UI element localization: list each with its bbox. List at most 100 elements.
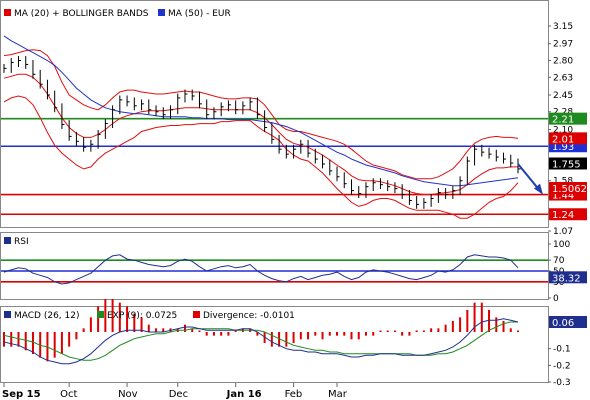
macd-legend: MACD (26, 12) EXP (9): 0.0725 Divergence… bbox=[4, 311, 295, 321]
legend-label-ma20: MA (20) + BOLLINGER BANDS bbox=[14, 9, 149, 19]
price-level-label: 1.44 bbox=[552, 191, 574, 202]
legend-label-divergence: Divergence: -0.0101 bbox=[203, 311, 295, 321]
macd-ytick-label: -0.1 bbox=[553, 345, 571, 355]
divergence-bar bbox=[234, 330, 237, 332]
price-ytick-label: 2.10 bbox=[553, 125, 573, 135]
x-tick-label: Jan 16 bbox=[226, 389, 262, 400]
divergence-bar bbox=[444, 324, 447, 332]
price-value-tag bbox=[549, 132, 587, 145]
divergence-bar bbox=[270, 332, 273, 347]
bollinger-lower-line bbox=[3, 95, 519, 219]
rsi-value-tag-label: 38.32 bbox=[552, 273, 581, 284]
divergence-bar bbox=[155, 328, 158, 332]
divergence-bar bbox=[140, 317, 143, 332]
price-level-label: 1.93 bbox=[552, 142, 574, 153]
price-ytick-label: 2.63 bbox=[553, 73, 573, 83]
divergence-bar bbox=[104, 299, 107, 332]
divergence-bar bbox=[162, 328, 165, 332]
price-value-tag bbox=[549, 157, 587, 170]
legend-swatch-divergence bbox=[193, 311, 200, 318]
legend-swatch-exp bbox=[97, 311, 104, 318]
rsi-value-tag bbox=[549, 271, 587, 284]
x-tick-label: Feb bbox=[285, 389, 303, 400]
macd-ytick-label: -0.3 bbox=[553, 378, 571, 388]
divergence-bar bbox=[509, 328, 512, 332]
legend-label-ma50: MA (50) - EUR bbox=[168, 9, 231, 19]
divergence-bar bbox=[307, 332, 310, 340]
divergence-bar bbox=[278, 332, 281, 347]
divergence-bar bbox=[82, 328, 85, 332]
divergence-bar bbox=[17, 332, 20, 347]
divergence-bar bbox=[212, 332, 215, 336]
legend-swatch-ma20 bbox=[4, 9, 11, 16]
x-tick-label: Sep 15 bbox=[2, 389, 41, 400]
x-tick-label: Dec bbox=[169, 389, 188, 400]
price-level-label: 2.21 bbox=[552, 115, 574, 126]
rsi-panel: 100705030038.32 bbox=[1, 240, 587, 304]
divergence-bar bbox=[10, 332, 13, 347]
rsi-panel-frame bbox=[0, 232, 549, 300]
divergence-bar bbox=[97, 306, 100, 332]
price-ytick-label: 3.15 bbox=[553, 22, 573, 32]
divergence-bar bbox=[364, 332, 367, 336]
price-ytick-label: 2.80 bbox=[553, 56, 573, 66]
price-panel: 3.152.972.802.632.452.282.101.931.751.58… bbox=[1, 22, 587, 237]
divergence-bar bbox=[285, 332, 288, 347]
x-tick-label: Oct bbox=[60, 389, 77, 400]
divergence-bar bbox=[111, 299, 114, 332]
price-ytick-label: 1.07 bbox=[553, 227, 573, 237]
rsi-ytick-label: 100 bbox=[553, 240, 570, 250]
macd-line bbox=[3, 318, 519, 365]
divergence-bar bbox=[495, 317, 498, 332]
legend-label-rsi: RSI bbox=[14, 237, 29, 247]
divergence-bar bbox=[118, 302, 121, 332]
price-level-tag bbox=[549, 112, 587, 125]
divergence-bar bbox=[256, 332, 259, 336]
price-value-tag-label: 2.01 bbox=[552, 134, 574, 145]
divergence-bar bbox=[321, 332, 324, 340]
macd-value-tag-label: 0.06 bbox=[552, 318, 574, 329]
divergence-bar bbox=[147, 324, 150, 332]
price-ytick-label: 2.45 bbox=[553, 91, 573, 101]
divergence-bar bbox=[459, 317, 462, 332]
divergence-bar bbox=[401, 332, 404, 336]
divergence-bar bbox=[372, 332, 375, 336]
divergence-bar bbox=[386, 330, 389, 332]
macd-value-tag bbox=[549, 316, 587, 328]
legend-swatch-macd bbox=[4, 311, 11, 318]
divergence-bar bbox=[379, 330, 382, 332]
divergence-bar bbox=[480, 302, 483, 332]
divergence-bar bbox=[31, 332, 34, 354]
rsi-line bbox=[3, 254, 519, 285]
divergence-bar bbox=[422, 330, 425, 332]
divergence-bar bbox=[451, 321, 454, 332]
legend-swatch-rsi bbox=[4, 237, 11, 244]
macd-panel: -0.1 -0.2 -0.3 0.06 bbox=[3, 299, 587, 388]
projection-arrowhead bbox=[534, 183, 543, 195]
divergence-bar bbox=[60, 332, 63, 354]
divergence-bar bbox=[133, 313, 136, 332]
price-ytick-label: 1.58 bbox=[553, 177, 573, 187]
divergence-bar bbox=[68, 332, 71, 347]
ma20-line bbox=[3, 73, 518, 195]
ma50-line bbox=[3, 35, 519, 187]
divergence-bar bbox=[488, 310, 491, 332]
divergence-bar bbox=[343, 332, 346, 336]
divergence-bar bbox=[220, 332, 223, 336]
divergence-bar bbox=[227, 332, 230, 336]
legend-label-exp: EXP (9): 0.0725 bbox=[107, 311, 177, 321]
bollinger-upper-line bbox=[3, 49, 519, 180]
legend-swatch-ma50 bbox=[158, 9, 165, 16]
divergence-bar bbox=[198, 330, 201, 332]
projection-arrow-line bbox=[517, 163, 540, 191]
divergence-bar bbox=[89, 317, 92, 332]
rsi-legend: RSI bbox=[4, 237, 29, 247]
divergence-bar bbox=[126, 306, 129, 332]
price-ytick-label: 2.97 bbox=[553, 40, 573, 50]
divergence-bar bbox=[183, 324, 186, 332]
price-value-tag bbox=[549, 182, 587, 195]
divergence-bar bbox=[517, 330, 519, 332]
divergence-bar bbox=[314, 332, 317, 336]
divergence-bar bbox=[24, 332, 27, 351]
